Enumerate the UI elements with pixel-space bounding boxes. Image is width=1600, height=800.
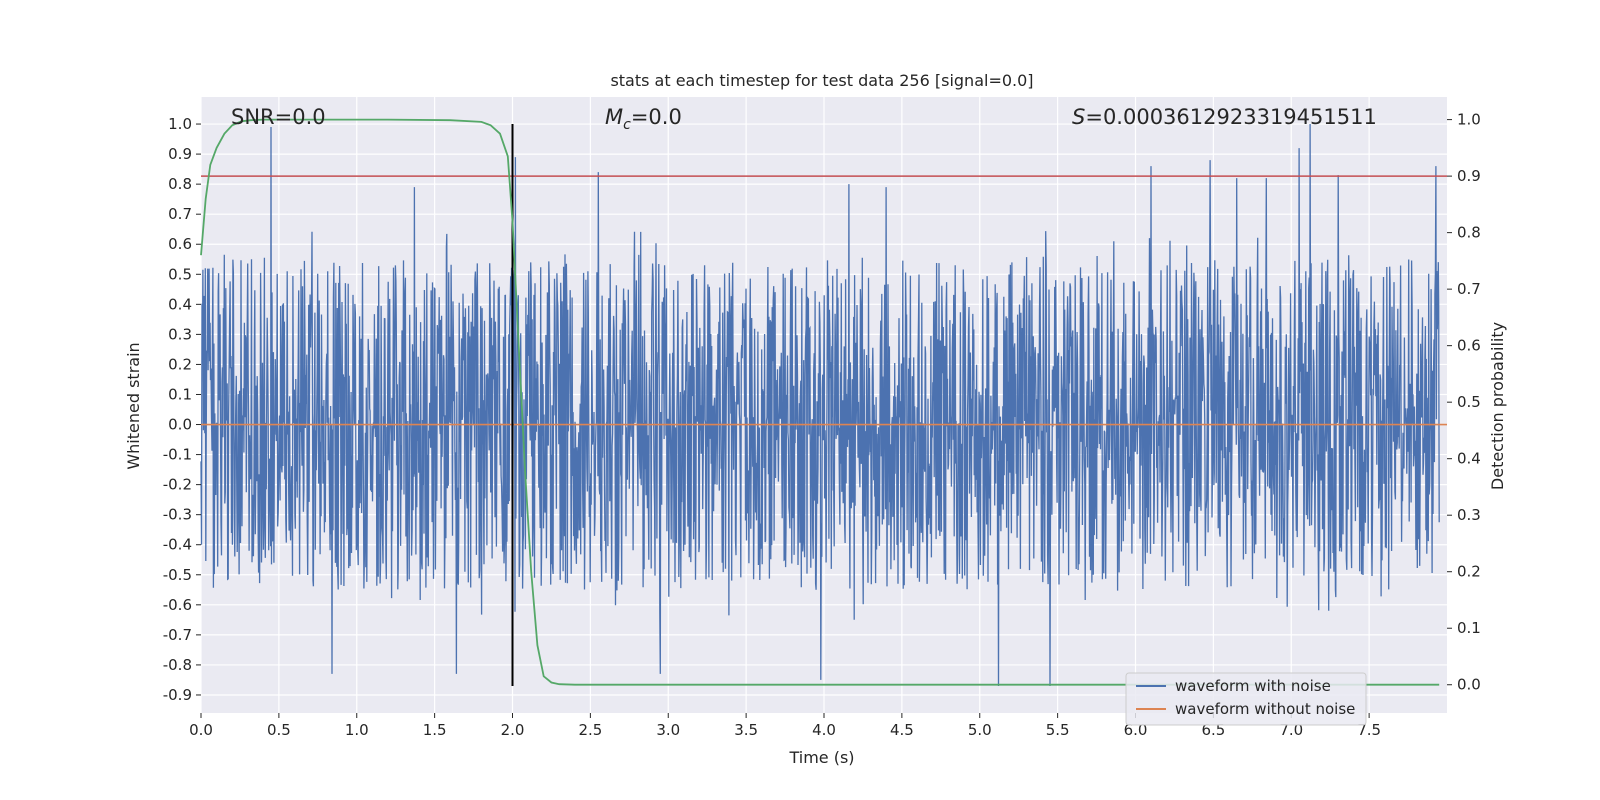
- y-tick-label: 0.9: [168, 145, 192, 163]
- y-tick-label: 0.4: [168, 295, 192, 313]
- y-tick-label: -0.3: [163, 506, 192, 524]
- x-tick-label: 5.0: [968, 721, 992, 739]
- x-tick-label: 2.0: [501, 721, 525, 739]
- series-lines: [200, 118, 1447, 686]
- y-axis-label: Whitened strain: [124, 342, 143, 469]
- mc-symbol: M: [605, 105, 623, 129]
- y-tick-label: -0.8: [163, 656, 192, 674]
- y2-tick-label: 1.0: [1457, 111, 1481, 129]
- y-tick-label: -0.7: [163, 626, 192, 644]
- y-tick-label: -0.4: [163, 536, 192, 554]
- waveform-noise-line: [200, 123, 1440, 687]
- x-tick-label: 1.5: [423, 721, 447, 739]
- axes: 0.0 0.5 1.0 1.5 2.0 2.5 3.0 3.5 4.0 4.5 5.0 5.5 6.0 6…: [163, 111, 1481, 739]
- y2-axis-label: Detection probability: [1488, 322, 1507, 490]
- y-tick-label: -0.1: [163, 446, 192, 464]
- y2-tick-label: 0.1: [1457, 619, 1481, 637]
- y-tick-label: -0.6: [163, 596, 192, 614]
- x-tick-label: 3.0: [656, 721, 680, 739]
- x-tick-label: 0.0: [189, 721, 213, 739]
- y2-tick-label: 0.9: [1457, 167, 1481, 185]
- x-tick-label: 0.5: [267, 721, 291, 739]
- y2-tick-label: 0.5: [1457, 393, 1481, 411]
- y-tick-label: 0.3: [168, 325, 192, 343]
- mc-annotation: Mc=0.0: [605, 105, 682, 133]
- y2-tick-label: 0.8: [1457, 224, 1481, 242]
- y2-tick-label: 0.0: [1457, 676, 1481, 694]
- legend-label-clean: waveform without noise: [1175, 700, 1355, 718]
- y-tick-label: 0.6: [168, 235, 192, 253]
- s-symbol: S: [1072, 105, 1085, 129]
- chart-title: stats at each timestep for test data 256…: [610, 71, 1033, 90]
- s-annotation: S=0.0003612923319451511: [1072, 105, 1377, 129]
- legend-box: [1125, 672, 1367, 726]
- y2-tick-label: 0.6: [1457, 337, 1481, 355]
- y2-tick-label: 0.7: [1457, 280, 1481, 298]
- y-tick-label: 0.2: [168, 355, 192, 373]
- s-value: =0.0003612923319451511: [1085, 105, 1377, 129]
- y2-tick-label: 0.4: [1457, 450, 1481, 468]
- y2-tick-label: 0.2: [1457, 563, 1481, 581]
- snr-annotation: SNR=0.0: [231, 105, 326, 129]
- x-tick-label: 3.5: [734, 721, 758, 739]
- y2-tick-label: 0.3: [1457, 506, 1481, 524]
- y-tick-label: 0.1: [168, 385, 192, 403]
- x-axis-label: Time (s): [788, 748, 854, 767]
- legend: waveform with noise waveform without noi…: [1125, 672, 1367, 726]
- x-tick-label: 1.0: [345, 721, 369, 739]
- y-tick-label: 0.5: [168, 265, 192, 283]
- mc-subscript: c: [623, 117, 631, 133]
- y-tick-label: 0.0: [168, 416, 192, 434]
- y-tick-label: -0.9: [163, 686, 192, 704]
- x-tick-label: 4.0: [812, 721, 836, 739]
- x-tick-label: 2.5: [578, 721, 602, 739]
- legend-label-noise: waveform with noise: [1175, 677, 1331, 695]
- series-waveform-with-noise: [200, 123, 1440, 687]
- y-tick-label: -0.5: [163, 566, 192, 584]
- mc-value: =0.0: [631, 105, 682, 129]
- detection-probability-line: [200, 118, 1440, 686]
- y-tick-label: -0.2: [163, 476, 192, 494]
- y-tick-label: 1.0: [168, 115, 192, 133]
- y-tick-label: 0.7: [168, 205, 192, 223]
- x-tick-label: 7.5: [1357, 721, 1381, 739]
- x-tick-label: 5.5: [1046, 721, 1070, 739]
- x-tick-label: 4.5: [890, 721, 914, 739]
- y-tick-label: 0.8: [168, 175, 192, 193]
